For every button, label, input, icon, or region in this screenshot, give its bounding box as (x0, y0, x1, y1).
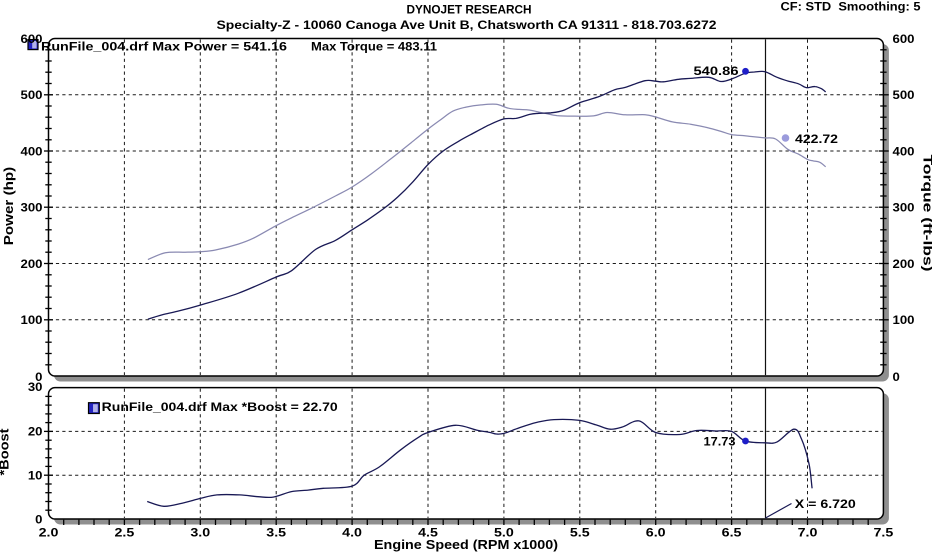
svg-text:200: 200 (893, 257, 915, 271)
svg-text:100: 100 (893, 313, 915, 327)
svg-text:0: 0 (893, 370, 901, 384)
svg-text:0: 0 (35, 370, 43, 384)
svg-text:600: 600 (21, 32, 43, 46)
svg-text:600: 600 (893, 32, 915, 46)
svg-text:500: 500 (21, 88, 43, 102)
svg-text:0: 0 (35, 512, 43, 526)
svg-text:2.0: 2.0 (39, 526, 59, 540)
svg-text:400: 400 (21, 144, 43, 158)
svg-text:Power (hp): Power (hp) (1, 167, 16, 246)
svg-text:*Boost: *Boost (0, 428, 12, 476)
svg-text:CF: STD Smoothing: 5: CF: STD Smoothing: 5 (781, 0, 921, 14)
svg-text:30: 30 (28, 380, 43, 394)
svg-text:200: 200 (21, 257, 43, 271)
svg-text:4.0: 4.0 (342, 526, 362, 540)
svg-text:20: 20 (28, 425, 43, 439)
svg-text:5.0: 5.0 (494, 526, 514, 540)
svg-text:422.72: 422.72 (795, 132, 838, 146)
svg-text:500: 500 (893, 88, 915, 102)
svg-text:RunFile_004.drf Max Power = 54: RunFile_004.drf Max Power = 541.16 (41, 39, 287, 53)
svg-text:7.5: 7.5 (874, 526, 894, 540)
svg-text:17.73: 17.73 (704, 434, 736, 448)
svg-text:4.5: 4.5 (418, 526, 438, 540)
svg-text:2.5: 2.5 (115, 526, 135, 540)
svg-text:X = 6.720: X = 6.720 (795, 497, 856, 511)
svg-text:400: 400 (893, 144, 915, 158)
svg-text:5.5: 5.5 (570, 526, 590, 540)
svg-text:100: 100 (21, 313, 43, 327)
svg-text:Torque (ft-lbs): Torque (ft-lbs) (921, 155, 932, 272)
svg-text:7.0: 7.0 (798, 526, 818, 540)
svg-text:3.5: 3.5 (266, 526, 286, 540)
svg-text:300: 300 (21, 201, 43, 215)
svg-text:10: 10 (28, 469, 43, 483)
svg-text:Engine Speed (RPM x1000): Engine Speed (RPM x1000) (374, 537, 558, 552)
svg-text:DYNOJET RESEARCH: DYNOJET RESEARCH (407, 3, 532, 17)
svg-text:RunFile_004.drf Max *Boost = 2: RunFile_004.drf Max *Boost = 22.70 (102, 400, 338, 414)
svg-text:6.0: 6.0 (646, 526, 666, 540)
svg-text:Max Torque = 483.11: Max Torque = 483.11 (311, 39, 437, 53)
svg-text:6.5: 6.5 (722, 526, 742, 540)
svg-text:300: 300 (893, 201, 915, 215)
svg-text:Specialty-Z - 10060 Canoga Ave: Specialty-Z - 10060 Canoga Ave Unit B, C… (217, 18, 717, 32)
svg-text:3.0: 3.0 (190, 526, 210, 540)
svg-text:540.86: 540.86 (694, 64, 739, 78)
